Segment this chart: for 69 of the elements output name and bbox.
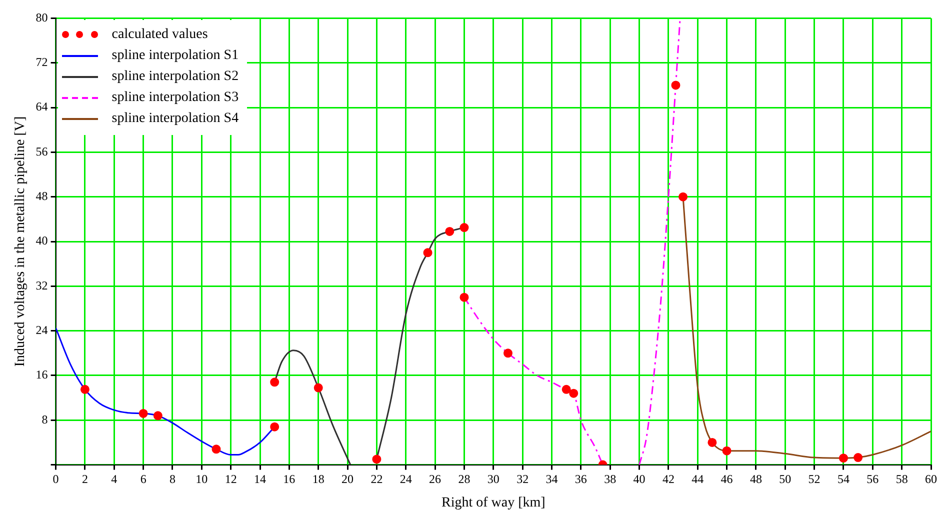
legend-label: calculated values: [112, 26, 208, 43]
x-tick-label: 24: [400, 472, 412, 486]
x-tick-label: 44: [692, 472, 704, 486]
point: [212, 444, 221, 454]
x-tick-label: 36: [574, 472, 587, 486]
point: [423, 248, 432, 258]
y-tick-label: 48: [36, 188, 48, 203]
y-tick-label: 56: [36, 144, 48, 158]
x-tick-label: 16: [283, 472, 296, 486]
x-tick-label: 28: [458, 472, 470, 486]
x-tick-label: 20: [342, 472, 354, 486]
y-tick-label: 72: [36, 55, 48, 70]
point: [569, 388, 578, 398]
x-tick-label: 18: [312, 472, 324, 486]
point: [153, 411, 162, 420]
point: [671, 80, 680, 90]
x-tick-label: 38: [604, 472, 616, 486]
point: [314, 383, 323, 392]
x-tick-label: 14: [254, 472, 266, 486]
legend-label: spline interpolation S1: [112, 48, 239, 64]
point: [562, 384, 571, 394]
x-tick-label: 40: [633, 472, 646, 486]
point: [503, 348, 512, 358]
y-tick-label: 40: [36, 234, 48, 248]
x-tick-label: 2: [82, 472, 88, 486]
point: [708, 438, 717, 447]
y-tick-label: 24: [36, 322, 48, 337]
y-tick-label: 16: [36, 368, 48, 382]
legend-label: spline interpolation S2: [112, 68, 239, 85]
x-tick-label: 6: [140, 472, 146, 486]
x-tick-label: 12: [224, 472, 237, 486]
x-tick-label: 60: [925, 472, 937, 486]
point: [270, 378, 280, 387]
y-axis-title: Induced voltages in the metallic pipeline [V]: [13, 116, 28, 367]
x-tick-label: 56: [866, 472, 879, 486]
x-tick-label: 52: [808, 472, 820, 486]
x-tick-label: 54: [837, 472, 850, 486]
x-tick-label: 4: [111, 472, 118, 486]
x-tick-label: 46: [720, 472, 733, 486]
x-tick-label: 26: [429, 472, 442, 486]
y-tick-label: 32: [36, 278, 48, 292]
x-tick-label: 32: [516, 472, 529, 486]
x-tick-label: 48: [750, 472, 762, 486]
x-tick-label: 8: [169, 472, 176, 486]
x-axis-title: Right of way [km]: [441, 495, 546, 510]
y-tick-label: 8: [42, 412, 48, 426]
point: [372, 454, 382, 464]
x-tick-label: 10: [196, 472, 208, 486]
y-tick-label: 80: [36, 10, 48, 24]
point: [460, 223, 469, 232]
y-tick-label: 64: [36, 100, 48, 114]
x-tick-label: 58: [896, 472, 908, 486]
legend-label: spline interpolation S3: [112, 90, 239, 106]
point: [80, 384, 90, 394]
x-tick-label: 30: [487, 472, 500, 486]
point: [854, 453, 863, 462]
point: [838, 454, 848, 463]
point: [445, 226, 454, 236]
x-tick-label: 22: [370, 472, 383, 486]
x-tick-label: 34: [546, 472, 558, 486]
point: [722, 446, 732, 456]
x-tick-label: 0: [52, 472, 59, 486]
point: [678, 192, 688, 202]
legend-label: spline interpolation S4: [112, 110, 239, 127]
point: [270, 422, 280, 432]
x-tick-label: 50: [779, 472, 792, 486]
point: [460, 292, 469, 302]
point: [138, 408, 148, 418]
x-tick-label: 42: [662, 472, 674, 486]
